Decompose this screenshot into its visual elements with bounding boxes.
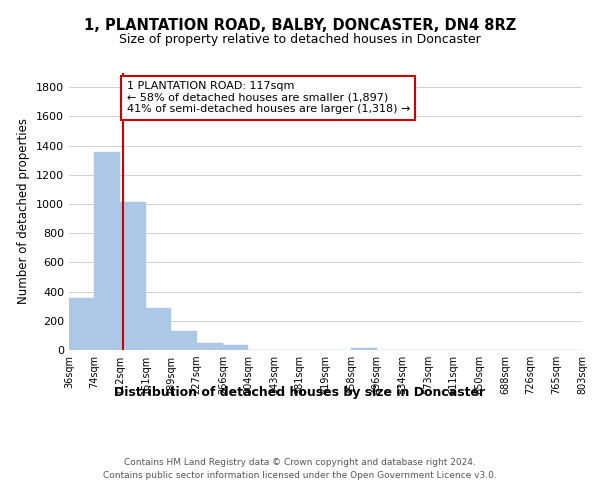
- Text: Size of property relative to detached houses in Doncaster: Size of property relative to detached ho…: [119, 32, 481, 46]
- Y-axis label: Number of detached properties: Number of detached properties: [17, 118, 31, 304]
- Bar: [94, 152, 120, 350]
- Text: Distribution of detached houses by size in Doncaster: Distribution of detached houses by size …: [115, 386, 485, 399]
- Bar: [69, 298, 94, 350]
- Bar: [223, 345, 248, 350]
- Bar: [351, 348, 377, 350]
- Text: 1, PLANTATION ROAD, BALBY, DONCASTER, DN4 8RZ: 1, PLANTATION ROAD, BALBY, DONCASTER, DN…: [84, 18, 516, 32]
- Bar: [120, 202, 146, 350]
- Text: Contains HM Land Registry data © Crown copyright and database right 2024.: Contains HM Land Registry data © Crown c…: [124, 458, 476, 467]
- Text: 1 PLANTATION ROAD: 117sqm
← 58% of detached houses are smaller (1,897)
41% of se: 1 PLANTATION ROAD: 117sqm ← 58% of detac…: [127, 82, 410, 114]
- Text: Contains public sector information licensed under the Open Government Licence v3: Contains public sector information licen…: [103, 472, 497, 480]
- Bar: [197, 344, 223, 350]
- Bar: [172, 331, 197, 350]
- Bar: [146, 308, 172, 350]
